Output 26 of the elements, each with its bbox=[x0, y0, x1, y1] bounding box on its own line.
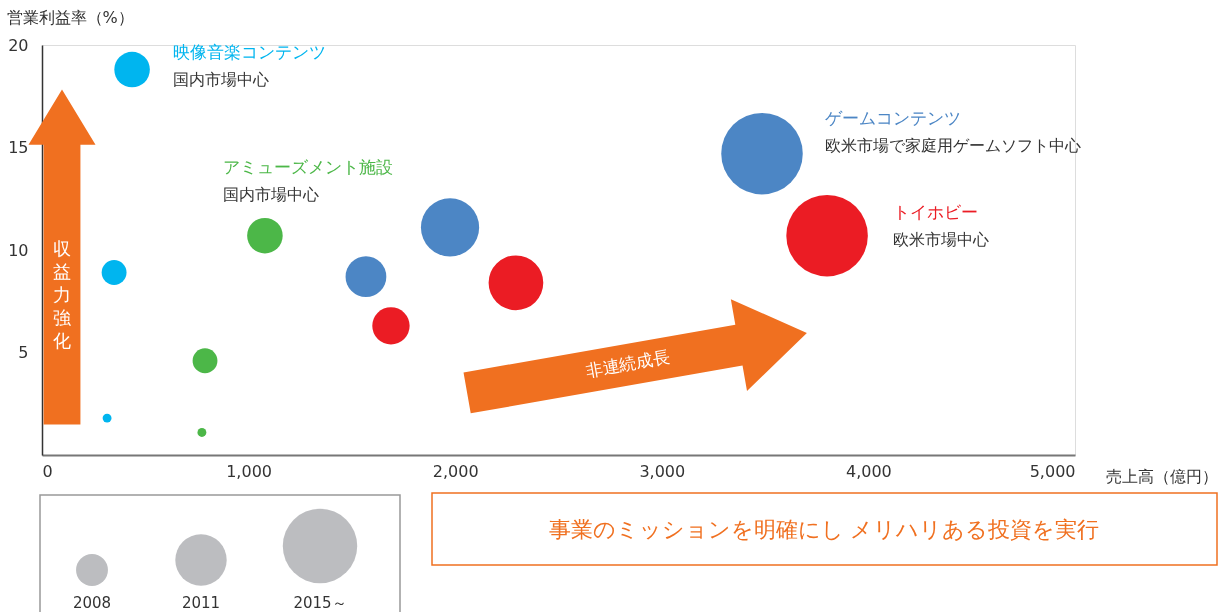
x-tick-label: 5,000 bbox=[1029, 461, 1076, 481]
y-tick-label: 15 bbox=[8, 138, 29, 157]
y-tick-label: 5 bbox=[18, 343, 29, 362]
annotation: 国内市場中心 bbox=[222, 184, 319, 204]
series-label: トイホビー bbox=[893, 201, 979, 222]
x-tick-label: 0 bbox=[42, 461, 53, 481]
text: アミューズメント施設 bbox=[222, 156, 393, 177]
x-tick-label: 1,000 bbox=[226, 461, 273, 481]
x-tick-label: 4,000 bbox=[845, 461, 892, 481]
annotation: 国内市場中心 bbox=[173, 69, 270, 89]
annotation: 収益力強化 bbox=[53, 238, 71, 351]
y-tick-label: 10 bbox=[8, 240, 29, 260]
x-tick-label: 2,000 bbox=[432, 461, 479, 481]
text: 2008 bbox=[72, 594, 112, 612]
series-label: 映像音楽コンテンツ bbox=[173, 41, 327, 62]
y-axis-title: 営業利益率（%） bbox=[6, 7, 134, 27]
x-axis-title: 売上高（億円） bbox=[1105, 466, 1218, 486]
annotation: 欧米市場で家庭用ゲームソフト中心 bbox=[825, 135, 1081, 155]
series-label: ゲームコンテンツ bbox=[825, 107, 961, 128]
x-tick-label: 3,000 bbox=[639, 461, 686, 481]
annotation: 非連続成長 bbox=[584, 346, 672, 382]
annotation: 欧米市場中心 bbox=[893, 229, 990, 249]
y-tick-label: 20 bbox=[8, 35, 29, 55]
text: 2011 bbox=[181, 594, 221, 612]
text: 事業のミッションを明確にし メリハリある投資を実行 bbox=[548, 517, 1100, 542]
text: 2015～ bbox=[293, 594, 347, 612]
